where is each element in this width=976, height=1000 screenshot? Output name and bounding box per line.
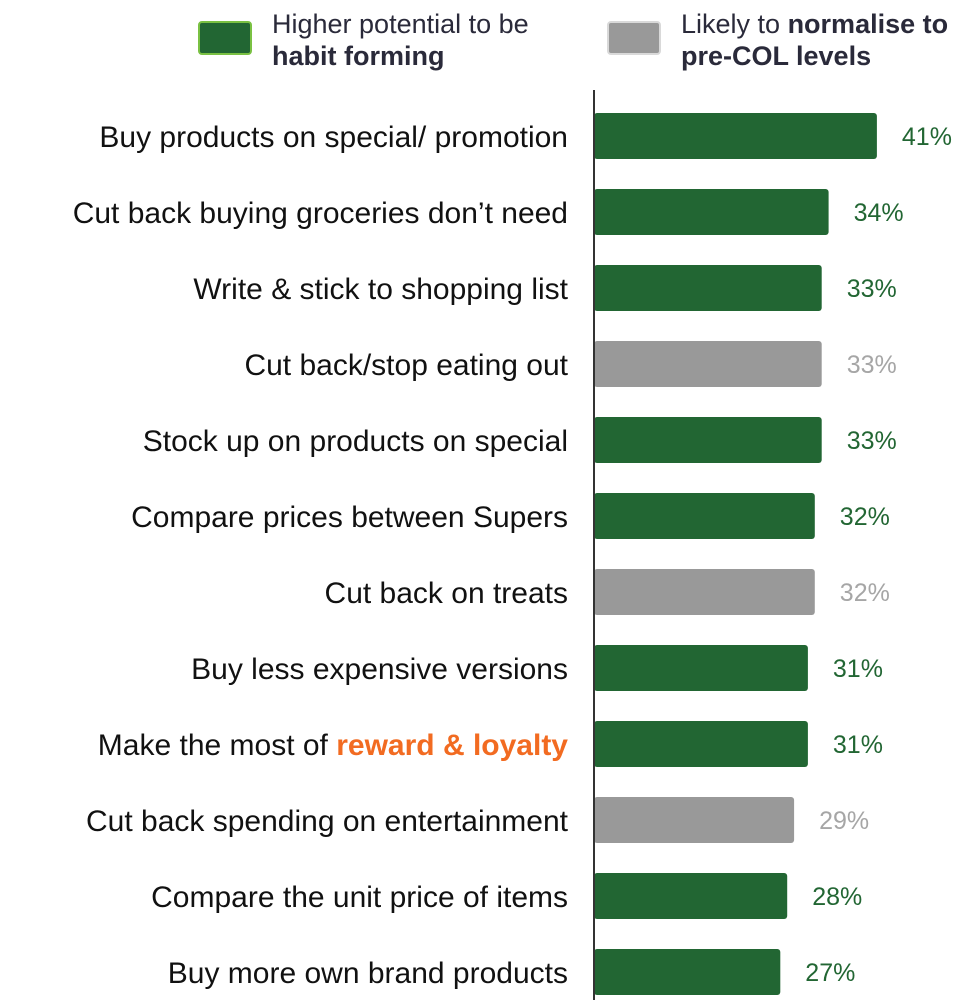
category-label-7: Cut back on treats bbox=[325, 577, 568, 610]
legend-habit-line1: Higher potential to be bbox=[272, 9, 529, 39]
bar-3 bbox=[594, 265, 822, 311]
value-label-2: 34% bbox=[854, 199, 904, 227]
category-label-12: Buy more own brand products bbox=[168, 957, 568, 990]
bar-9 bbox=[594, 721, 808, 767]
legend-habit-line2: habit forming bbox=[272, 41, 445, 71]
category-label-4: Cut back/stop eating out bbox=[244, 349, 568, 382]
bar-12 bbox=[594, 949, 781, 995]
value-label-9: 31% bbox=[833, 731, 883, 759]
value-label-3: 33% bbox=[847, 275, 897, 303]
category-label-1: Buy products on special/ promotion bbox=[99, 121, 568, 154]
category-label-2: Cut back buying groceries don’t need bbox=[73, 197, 568, 230]
value-label-12: 27% bbox=[805, 959, 855, 987]
value-label-4: 33% bbox=[847, 351, 897, 379]
bar-11 bbox=[594, 873, 788, 919]
legend-normalise-line2: pre-COL levels bbox=[681, 41, 872, 71]
bar-7 bbox=[594, 569, 815, 615]
value-label-5: 33% bbox=[847, 427, 897, 455]
value-label-7: 32% bbox=[840, 579, 890, 607]
legend-swatch-habit-forming bbox=[198, 21, 252, 55]
category-label-3: Write & stick to shopping list bbox=[193, 273, 568, 306]
value-label-1: 41% bbox=[902, 123, 952, 151]
bar-6 bbox=[594, 493, 815, 539]
legend-label-normalise: Likely to normalise to pre-COL levels bbox=[681, 8, 948, 72]
legend-normalise-prefix: Likely to bbox=[681, 9, 788, 39]
legend-normalise-bold1: normalise to bbox=[787, 9, 949, 39]
legend-item-normalise: Likely to normalise to pre-COL levels bbox=[607, 8, 948, 72]
category-label-11: Compare the unit price of items bbox=[151, 881, 568, 914]
value-label-11: 28% bbox=[812, 883, 862, 911]
value-label-6: 32% bbox=[840, 503, 890, 531]
category-label-8: Buy less expensive versions bbox=[191, 653, 568, 686]
legend-item-habit-forming: Higher potential to be habit forming bbox=[198, 8, 529, 72]
bar-8 bbox=[594, 645, 808, 691]
category-label-5: Stock up on products on special bbox=[143, 425, 568, 458]
legend-swatch-normalise bbox=[607, 21, 661, 55]
category-label-10: Cut back spending on entertainment bbox=[86, 805, 569, 838]
chart-legend: Higher potential to be habit forming Lik… bbox=[0, 0, 976, 80]
category-label-9: Make the most of reward & loyalty bbox=[98, 729, 569, 762]
bar-5 bbox=[594, 417, 822, 463]
bar-1 bbox=[594, 113, 877, 159]
value-label-10: 29% bbox=[819, 807, 869, 835]
category-label-6: Compare prices between Supers bbox=[131, 501, 568, 534]
bar-10 bbox=[594, 797, 795, 843]
legend-label-habit-forming: Higher potential to be habit forming bbox=[272, 8, 529, 72]
value-label-8: 31% bbox=[833, 655, 883, 683]
bar-4 bbox=[594, 341, 822, 387]
bar-2 bbox=[594, 189, 829, 235]
